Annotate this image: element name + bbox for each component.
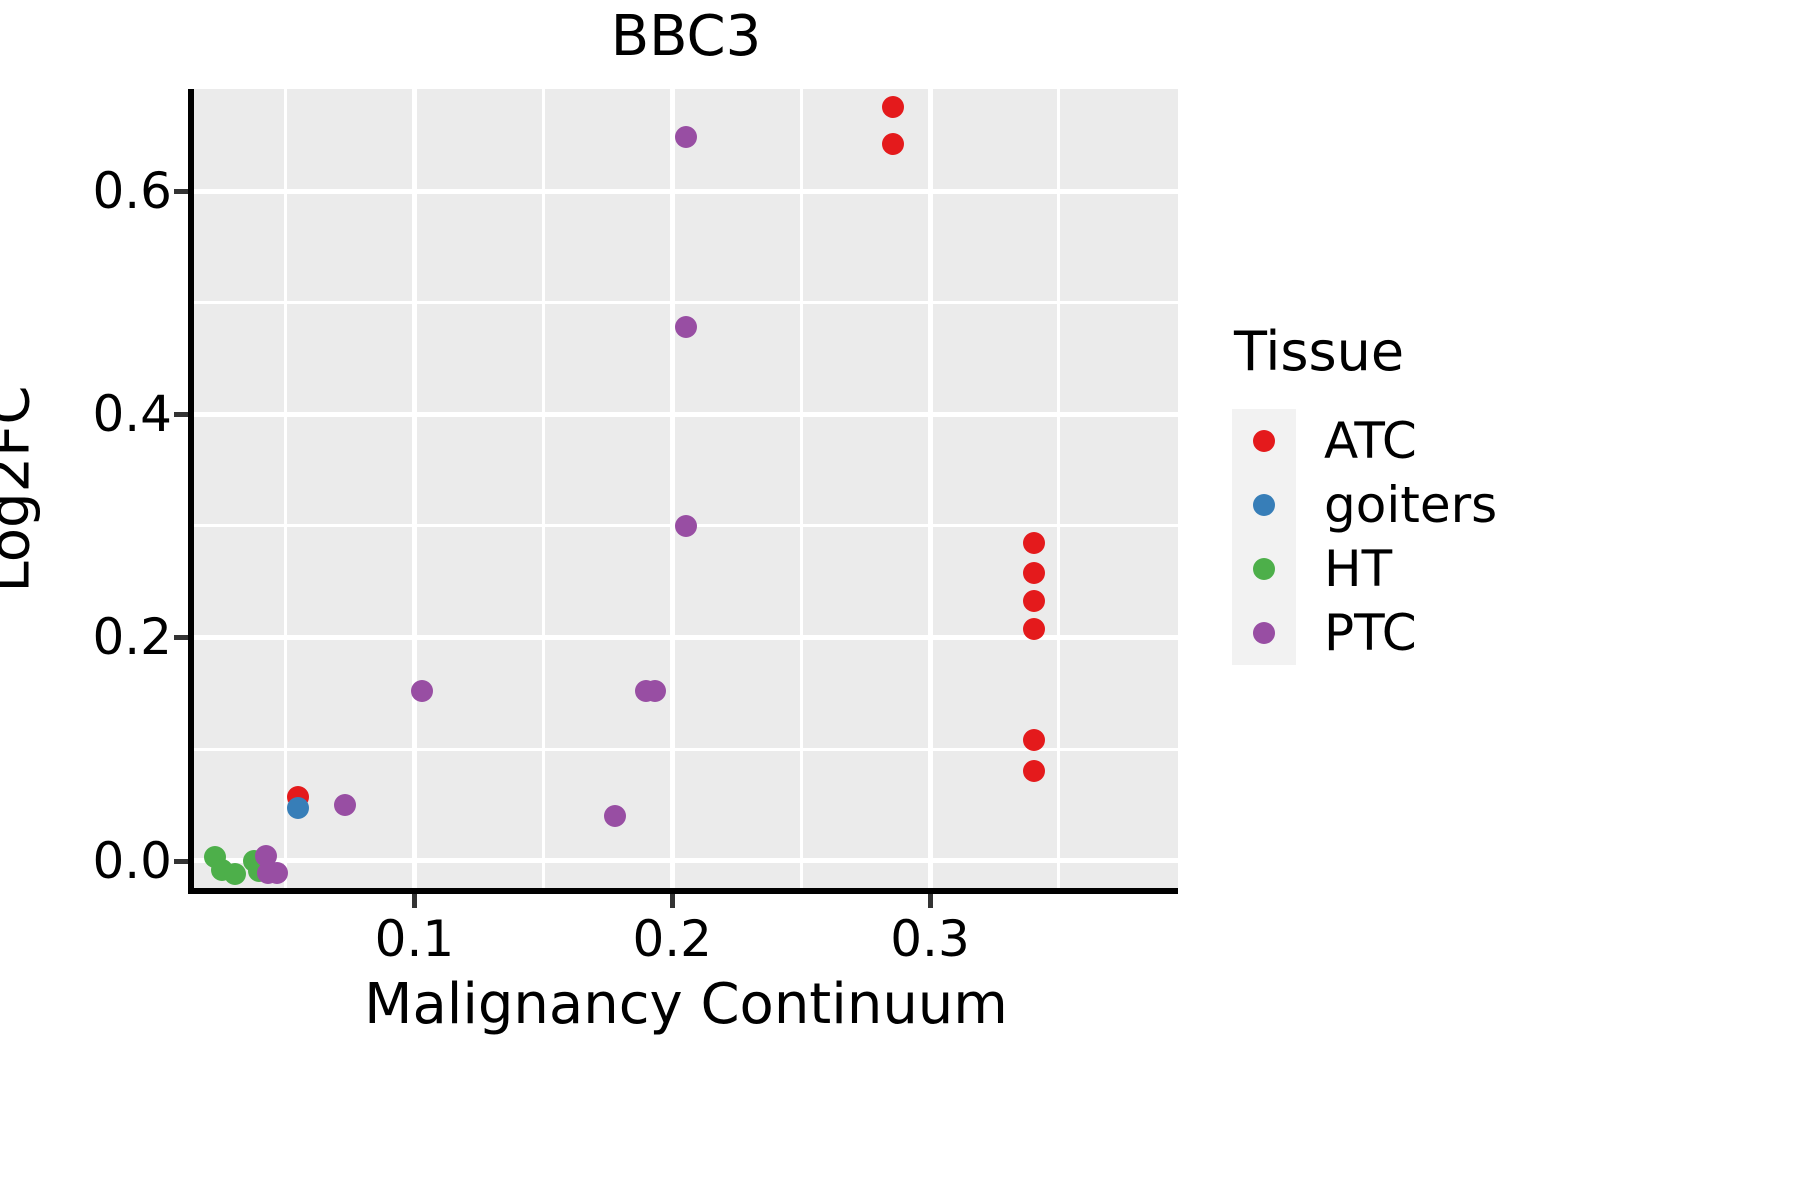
data-point (1023, 729, 1046, 752)
gridline-horizontal-major (194, 858, 1178, 864)
data-point (1023, 760, 1046, 783)
gridline-vertical-minor (799, 89, 803, 888)
page-title: BBC3 (610, 4, 762, 69)
data-point (644, 680, 667, 702)
data-point (266, 861, 289, 884)
legend-item-label: ATC (1324, 412, 1417, 470)
data-point (1023, 531, 1046, 554)
x-tick-label: 0.3 (890, 910, 970, 968)
gridline-vertical-minor (1057, 89, 1061, 888)
data-point (1023, 617, 1046, 640)
data-point (1023, 589, 1046, 612)
y-tick-label: 0.0 (92, 831, 172, 890)
y-tick-mark (174, 635, 188, 641)
legend-dot-icon (1253, 430, 1275, 452)
y-axis-label: Log2FC (0, 385, 43, 593)
y-tick-mark (174, 412, 188, 418)
data-point (333, 793, 356, 816)
legend-title: Tissue (1234, 320, 1405, 383)
legend-key-box (1232, 473, 1296, 537)
legend-dot-icon (1253, 622, 1275, 644)
legend: Tissue ATC goiters HT PTC (1232, 320, 1652, 665)
y-axis-line (188, 89, 194, 894)
x-tick-label: 0.2 (632, 910, 712, 968)
legend-dot-icon (1253, 494, 1275, 516)
data-point (1023, 561, 1046, 584)
gridline-horizontal-major (194, 411, 1178, 417)
legend-item-ht[interactable]: HT (1232, 537, 1652, 601)
data-point (287, 797, 310, 820)
gridline-horizontal-major (194, 634, 1178, 640)
legend-items: ATC goiters HT PTC (1232, 409, 1652, 665)
gridline-vertical-major (411, 89, 417, 888)
data-point (675, 514, 698, 537)
y-tick-label: 0.6 (92, 162, 172, 220)
x-axis-line (188, 888, 1178, 894)
y-tick-label: 0.4 (92, 385, 172, 444)
legend-dot-icon (1253, 558, 1275, 580)
data-point (604, 805, 627, 827)
x-tick-mark (670, 894, 676, 908)
data-point (881, 133, 904, 156)
gridline-vertical-major (669, 89, 675, 888)
gridline-vertical-major (927, 89, 933, 888)
legend-item-label: PTC (1324, 604, 1417, 662)
data-point (224, 863, 247, 886)
x-tick-label: 0.1 (374, 910, 455, 968)
plot-panel (194, 89, 1178, 888)
data-point (675, 126, 698, 149)
x-axis-label: Malignancy Continuum (364, 972, 1008, 1037)
legend-item-label: HT (1324, 540, 1393, 598)
legend-item-atc[interactable]: ATC (1232, 409, 1652, 473)
gridline-horizontal-minor (194, 747, 1178, 751)
legend-key-box (1232, 601, 1296, 665)
data-point (675, 316, 698, 339)
gridline-horizontal-minor (194, 301, 1178, 305)
gridline-vertical-minor (284, 89, 288, 888)
legend-item-goiters[interactable]: goiters (1232, 473, 1652, 537)
gridline-vertical-minor (541, 89, 545, 888)
data-point (881, 96, 904, 119)
y-tick-mark (174, 189, 188, 194)
data-point (255, 845, 278, 868)
y-tick-label: 0.2 (92, 608, 172, 667)
legend-item-ptc[interactable]: PTC (1232, 601, 1652, 665)
gridline-horizontal-major (194, 188, 1178, 194)
data-point (411, 680, 434, 702)
legend-item-label: goiters (1324, 476, 1498, 534)
x-tick-mark (412, 894, 418, 908)
legend-key-box (1232, 409, 1296, 473)
x-tick-mark (928, 894, 933, 908)
legend-key-box (1232, 537, 1296, 601)
y-tick-mark (174, 858, 188, 864)
